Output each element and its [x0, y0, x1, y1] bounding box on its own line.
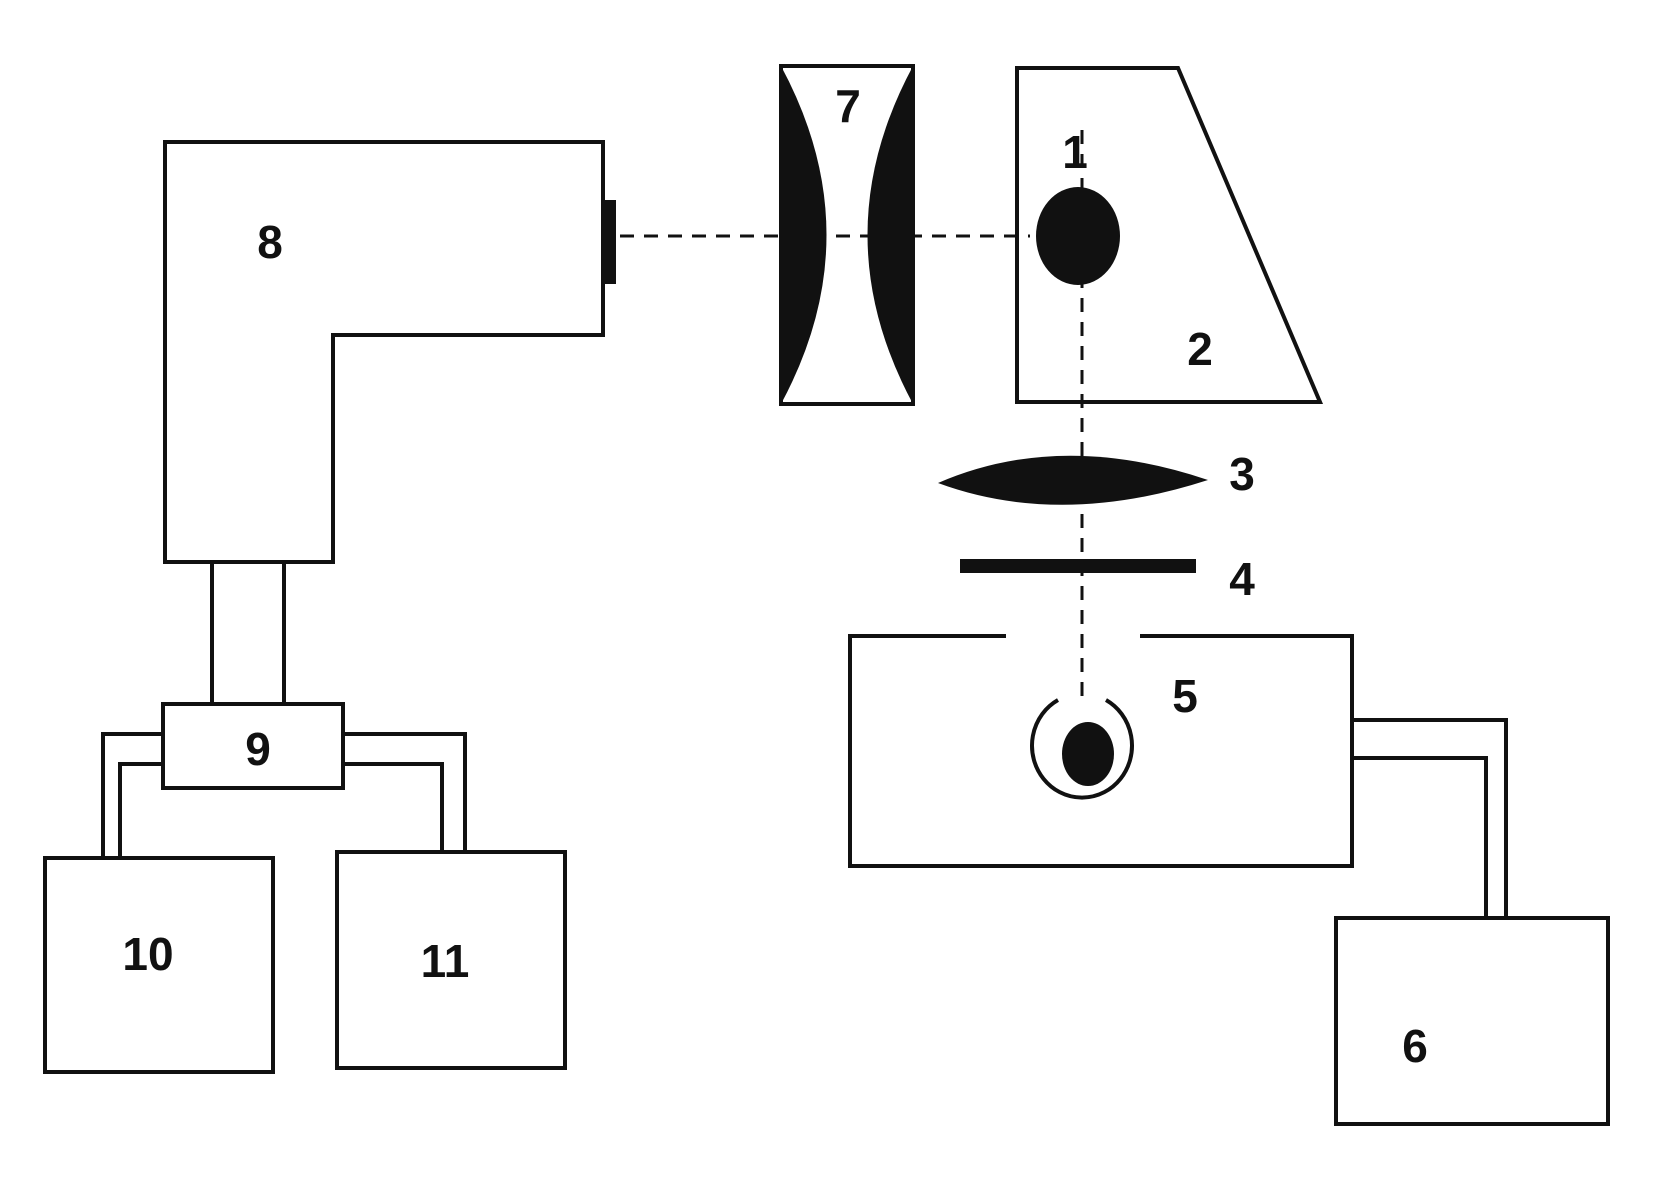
label-7: 7 — [835, 80, 861, 132]
label-10: 10 — [122, 928, 173, 980]
cable-5-6-outer — [1352, 718, 1508, 918]
block-11 — [335, 850, 567, 1070]
label-11: 11 — [421, 935, 470, 987]
label-1: 1 — [1062, 126, 1088, 178]
source-reflector — [1030, 698, 1134, 800]
cable-9-11-outer — [343, 732, 467, 852]
label-2: 2 — [1187, 323, 1213, 375]
source-housing — [848, 634, 1354, 868]
label-5: 5 — [1172, 670, 1198, 722]
lens — [938, 455, 1208, 505]
source-supply — [1334, 916, 1610, 1126]
label-8: 8 — [257, 216, 283, 268]
label-4: 4 — [1229, 553, 1255, 605]
label-3: 3 — [1229, 448, 1255, 500]
sample-dot — [1036, 187, 1120, 285]
objective-left-lens — [781, 66, 827, 404]
label-6: 6 — [1402, 1020, 1428, 1072]
spectrograph-entrance-slit — [602, 200, 616, 284]
cable-9-10-inner — [118, 762, 163, 858]
objective-right-lens — [867, 66, 913, 404]
detector-unit — [161, 702, 345, 790]
spectrograph-body — [163, 140, 605, 564]
spectrograph-connector — [210, 560, 286, 706]
block-10 — [43, 856, 275, 1074]
prism — [1015, 66, 1324, 404]
cable-5-6-inner — [1352, 756, 1488, 918]
filter — [960, 559, 1196, 573]
source-lamp — [1062, 722, 1114, 786]
cable-9-11-inner — [343, 762, 444, 852]
cable-9-10-outer — [101, 732, 163, 858]
label-9: 9 — [245, 723, 271, 775]
